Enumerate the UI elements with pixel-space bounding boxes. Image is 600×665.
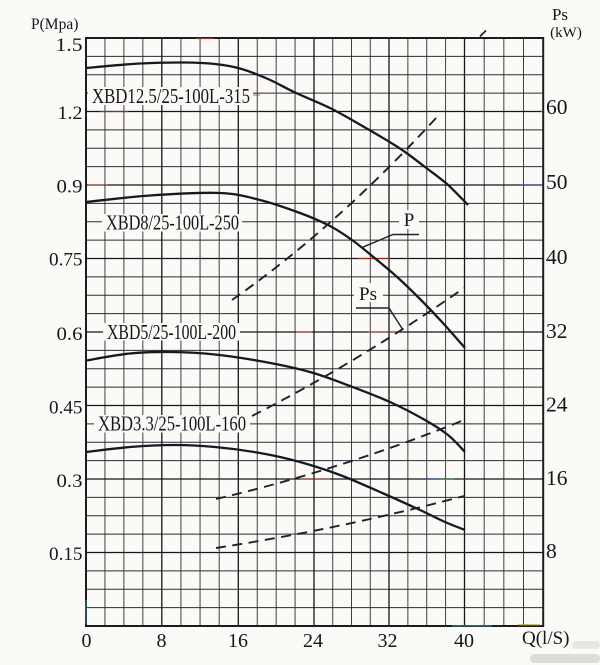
svg-text:40: 40: [454, 630, 474, 652]
svg-text:0.9: 0.9: [57, 177, 83, 198]
svg-text:1.2: 1.2: [58, 103, 83, 124]
svg-text:16: 16: [546, 466, 568, 490]
svg-text:8: 8: [546, 539, 557, 563]
svg-text:XBD8/25-100L-250: XBD8/25-100L-250: [106, 211, 239, 235]
svg-text:Q(l/S): Q(l/S): [522, 628, 570, 649]
svg-text:0.15: 0.15: [49, 544, 83, 565]
svg-text:0.6: 0.6: [57, 324, 83, 345]
svg-text:0.75: 0.75: [49, 250, 83, 271]
svg-text:XBD3.3/25-100L-160: XBD3.3/25-100L-160: [98, 412, 246, 436]
svg-text:16: 16: [228, 630, 248, 652]
svg-text:XBD5/25-100L-200: XBD5/25-100L-200: [107, 320, 236, 344]
svg-text:50: 50: [546, 170, 568, 194]
svg-text:8: 8: [157, 630, 167, 652]
svg-text:P: P: [404, 210, 415, 231]
svg-text:32: 32: [378, 630, 398, 652]
svg-text:P(Mpa): P(Mpa): [31, 16, 78, 33]
svg-text:XBD12.5/25-100L-315: XBD12.5/25-100L-315: [92, 84, 250, 108]
svg-text:Ps: Ps: [552, 5, 568, 24]
svg-text:Ps: Ps: [359, 284, 377, 305]
svg-text:60: 60: [546, 95, 568, 119]
svg-text:0.3: 0.3: [57, 471, 83, 492]
svg-text:1.5: 1.5: [56, 35, 83, 56]
svg-text:24: 24: [546, 393, 568, 417]
svg-text:0.45: 0.45: [49, 398, 83, 419]
svg-text:32: 32: [546, 319, 568, 343]
svg-text:(kW): (kW): [550, 25, 582, 41]
svg-text:40: 40: [546, 245, 568, 269]
svg-text:0: 0: [82, 630, 92, 652]
svg-text:24: 24: [303, 630, 323, 652]
